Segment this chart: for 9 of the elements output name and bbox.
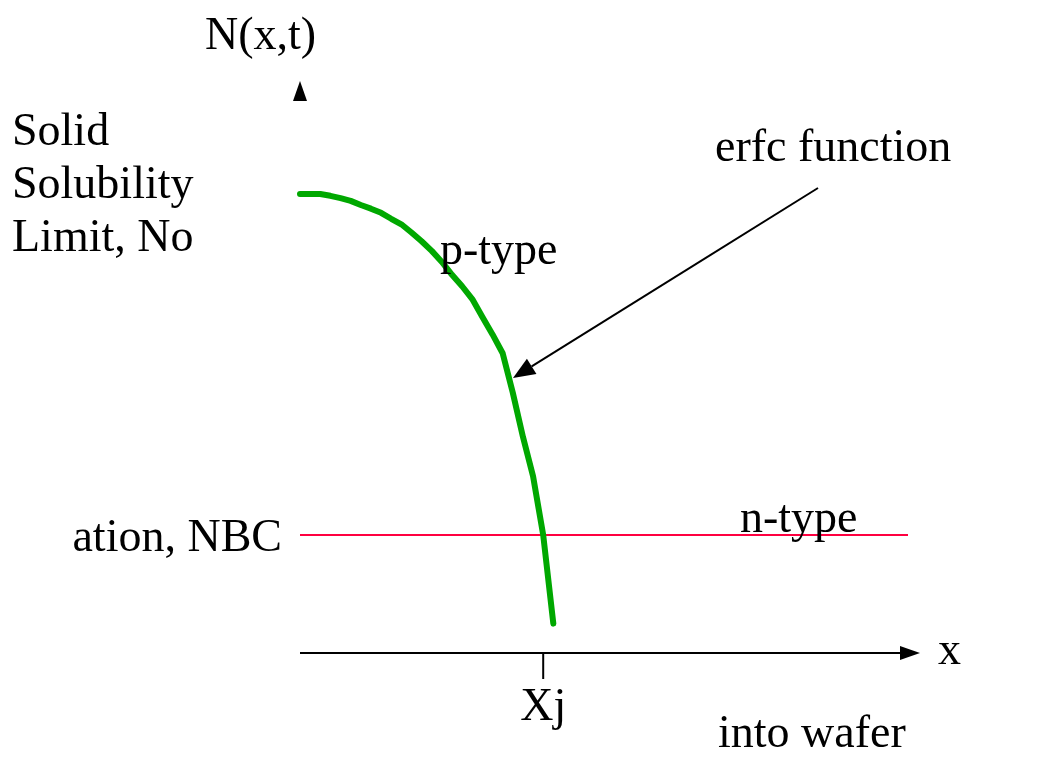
text: erfc function <box>715 120 952 173</box>
y-axis-title: N(x,t) <box>205 8 317 61</box>
text: into wafer <box>718 706 906 759</box>
text: Solid Solubility Limit, No <box>12 103 195 263</box>
annotation: p-type <box>440 223 558 276</box>
ref-line-label: ation, NBC <box>72 510 282 562</box>
text: x <box>938 623 961 676</box>
annotation: n-type <box>740 491 858 544</box>
text: Xj <box>519 679 568 732</box>
